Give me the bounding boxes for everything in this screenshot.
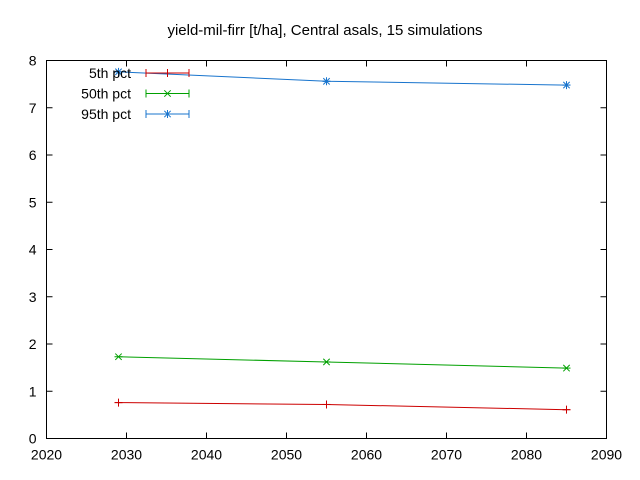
series-line: [118, 402, 567, 411]
series-line: [118, 71, 567, 86]
x-tick-label: 2020: [31, 447, 62, 463]
marker-stroke: [322, 358, 331, 366]
y-tick-label: 1: [29, 383, 37, 399]
x-tick-label: 2060: [351, 447, 382, 463]
y-tick-label: 0: [29, 431, 37, 447]
legend-label: 95th pct: [81, 106, 131, 122]
y-tick-label: 7: [29, 100, 37, 116]
marker-stroke: [562, 81, 571, 89]
data-point: [322, 77, 331, 86]
series-3: [114, 67, 571, 90]
data-point: [562, 405, 571, 414]
x-tick-label: 2040: [191, 447, 222, 463]
legend-entry-2: 50th pct: [81, 86, 190, 102]
marker-stroke: [114, 68, 123, 76]
y-tick-label: 4: [29, 242, 37, 258]
y-tick-label: 5: [29, 194, 37, 210]
chart-title: yield-mil-firr [t/ha], Central asals, 15…: [167, 22, 482, 39]
x-tick-label: 2080: [511, 447, 542, 463]
y-tick-label: 6: [29, 147, 37, 163]
legend-entry-3: 95th pct: [81, 106, 190, 122]
legend-label: 5th pct: [89, 65, 131, 81]
data-point: [562, 81, 571, 90]
data-point: [562, 364, 571, 372]
data-point: [114, 398, 123, 407]
data-point: [322, 400, 331, 409]
legend: 5th pct 50th pct 95th pct: [81, 65, 190, 122]
legend-marker: [163, 89, 172, 98]
x-tick-label: 2050: [271, 447, 302, 463]
legend-label: 50th pct: [81, 86, 131, 102]
series-2: [114, 353, 571, 372]
marker-stroke: [163, 110, 172, 118]
data-point: [114, 353, 123, 361]
marker-stroke: [322, 77, 331, 85]
series-line: [118, 356, 567, 369]
marker-stroke: [562, 364, 571, 372]
x-tick-label: 2030: [111, 447, 142, 463]
marker-stroke: [163, 89, 172, 98]
axes: 2020 2030 2040 2050 2060 2070 2080 2090 0 1 2 3 4 5 6 7…: [29, 53, 623, 463]
data-point: [114, 67, 123, 76]
legend-marker: [163, 110, 172, 118]
y-tick-label: 2: [29, 336, 37, 352]
legend-marker: [163, 69, 172, 77]
x-tick-label: 2090: [591, 447, 622, 463]
y-tick-label: 3: [29, 289, 37, 305]
marker-stroke: [114, 353, 123, 361]
x-tick-label: 2070: [431, 447, 462, 463]
y-tick-label: 8: [29, 53, 37, 69]
series-layer: [114, 67, 571, 414]
data-point: [322, 358, 331, 366]
legend-entry-1: 5th pct: [89, 65, 190, 81]
series-1: [114, 398, 571, 414]
